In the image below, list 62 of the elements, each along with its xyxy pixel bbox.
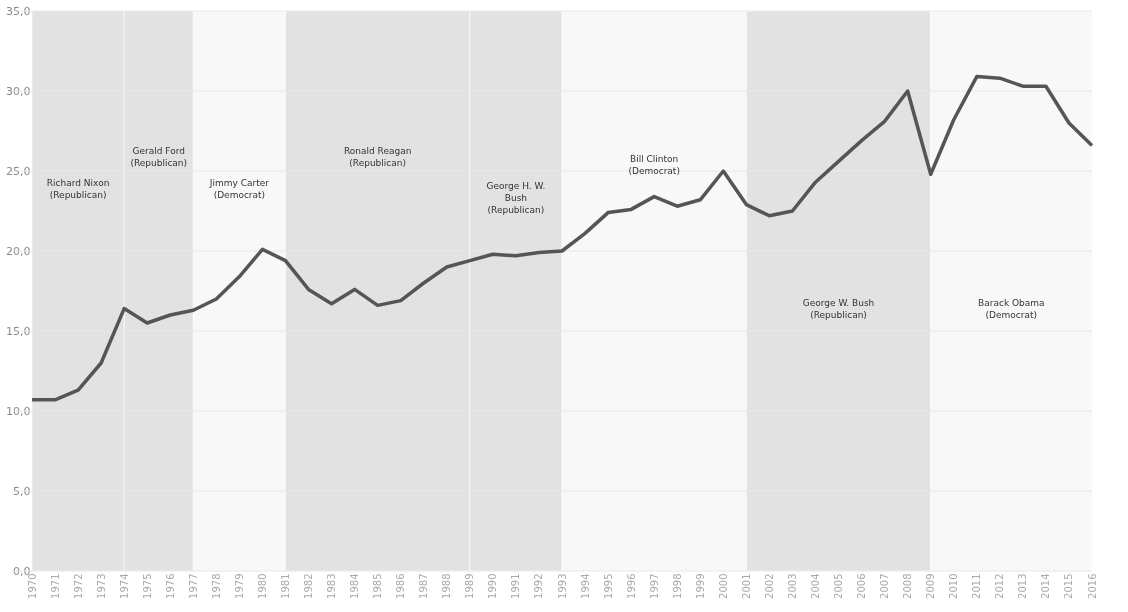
x-tick-label: 1999 [694,573,706,599]
x-tick-label: 2003 [786,573,798,599]
x-tick-label: 2016 [1086,573,1098,599]
band-label: Barack Obama (Democrat) [978,298,1045,320]
x-tick-label: 1979 [233,573,245,599]
band-label: Bill Clinton (Democrat) [628,154,680,176]
x-tick-label: 1974 [118,573,130,599]
x-tick-label: 1990 [487,573,499,599]
x-tick-label: 1981 [279,573,291,599]
x-tick-label: 1997 [648,573,660,599]
band-label: Jimmy Carter (Democrat) [208,178,270,200]
x-tick-label: 2001 [740,573,752,599]
x-tick-label: 1996 [625,573,637,599]
x-tick-label: 1971 [49,573,61,599]
line-series [30,74,1094,402]
y-tick-label: 35,0 [6,4,31,18]
x-tick-label: 2010 [948,573,960,599]
x-tick-label: 1987 [418,573,430,599]
band-label: Gerald Ford (Republican) [130,146,188,168]
x-tick-label: 2000 [717,573,729,599]
x-tick-label: 2007 [879,573,891,599]
x-tick-label: 2015 [1063,573,1075,599]
x-tick-label: 1985 [372,573,384,599]
x-tick-label: 1989 [464,573,476,599]
x-tick-label: 1986 [395,573,407,599]
x-tick-label: 1972 [72,573,84,599]
x-tick-label: 1984 [349,573,361,599]
band-label: George H. W. Bush (Republican) [486,181,546,216]
band-label: George W. Bush (Republican) [802,298,875,320]
y-tick-label: 15,0 [6,324,31,338]
x-tick-label: 2009 [925,573,937,599]
x-tick-label: 2006 [856,573,868,599]
x-tick-label: 1977 [187,573,199,599]
x-tick-label: 2012 [994,573,1006,599]
x-tick-label: 1976 [164,573,176,599]
y-tick-label: 25,0 [6,164,31,178]
x-tick-label: 1978 [210,573,222,599]
x-tick-label: 2014 [1040,573,1052,599]
x-tick-label: 2005 [833,573,845,599]
x-tick-label: 1994 [579,573,591,599]
x-tick-label: 1983 [326,573,338,599]
band-label: Richard Nixon (Republican) [46,178,110,200]
x-tick-label: 1973 [95,573,107,599]
x-tick-label: 1992 [533,573,545,599]
y-tick-label: 5,0 [13,484,31,498]
x-tick-label: 1995 [602,573,614,599]
band-label: Ronald Reagan (Republican) [343,146,412,168]
x-tick-label: 1988 [441,573,453,599]
x-tick-label: 1982 [303,573,315,599]
y-tick-label: 20,0 [6,244,31,258]
x-tick-label: 2004 [809,573,821,599]
x-tick-label: 2013 [1017,573,1029,599]
x-tick-label: 1993 [556,573,568,599]
x-tick-label: 2011 [971,573,983,599]
y-tick-label: 30,0 [6,84,31,98]
x-tick-label: 1991 [510,573,522,599]
x-tick-label: 1975 [141,573,153,599]
y-tick-label: 10,0 [6,404,31,418]
x-tick-label: 1980 [256,573,268,599]
x-tick-label: 1998 [671,573,683,599]
x-tick-label: 2002 [763,573,775,599]
x-tick-label: 2008 [902,573,914,599]
